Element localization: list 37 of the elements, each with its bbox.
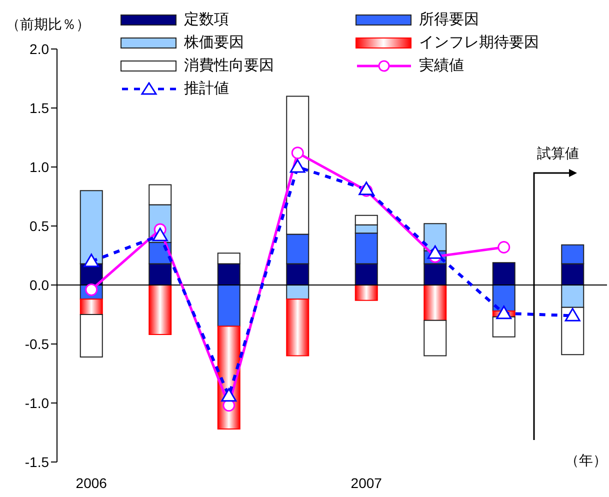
point (84, 254, 100, 268)
bar (354, 284, 378, 301)
y-tick-label: -1.5 (24, 454, 50, 470)
bar (424, 320, 447, 356)
point (496, 306, 512, 320)
y-tick-label: 1.5 (30, 100, 50, 116)
annotation: 試算値 (537, 145, 579, 163)
point (221, 388, 237, 402)
y-axis-title: （前期比％） (6, 16, 90, 34)
y-tick-label: -0.5 (24, 336, 50, 352)
legend-label: 定数項 (184, 10, 229, 29)
point (564, 308, 580, 322)
y-tick-label: 0.0 (30, 276, 50, 293)
legend-label: 株価要因 (184, 33, 244, 52)
legend-label: 消費性向要因 (184, 56, 274, 75)
legend-label: 推計値 (184, 79, 229, 98)
x-tick-label: 2006 (76, 474, 108, 491)
bar (286, 298, 310, 356)
point (291, 146, 304, 160)
legend-label: 実績値 (419, 56, 464, 75)
bar (424, 284, 447, 321)
bar (148, 284, 172, 336)
point (358, 182, 374, 196)
x-tick-label: 2007 (350, 474, 382, 491)
point (152, 228, 168, 242)
bar (80, 314, 103, 358)
legend-label: 所得要因 (419, 10, 479, 29)
legend-label: インフレ期待要因 (419, 33, 539, 52)
y-tick-label: 0.5 (30, 218, 50, 234)
x-axis-title: （年） (565, 452, 607, 470)
y-tick-label: -1.0 (24, 394, 50, 411)
y-tick-label: 1.0 (30, 158, 50, 175)
y-tick-label: 2.0 (30, 40, 50, 57)
bar (80, 298, 103, 315)
point (498, 240, 510, 254)
point (427, 245, 443, 259)
point (290, 159, 306, 173)
